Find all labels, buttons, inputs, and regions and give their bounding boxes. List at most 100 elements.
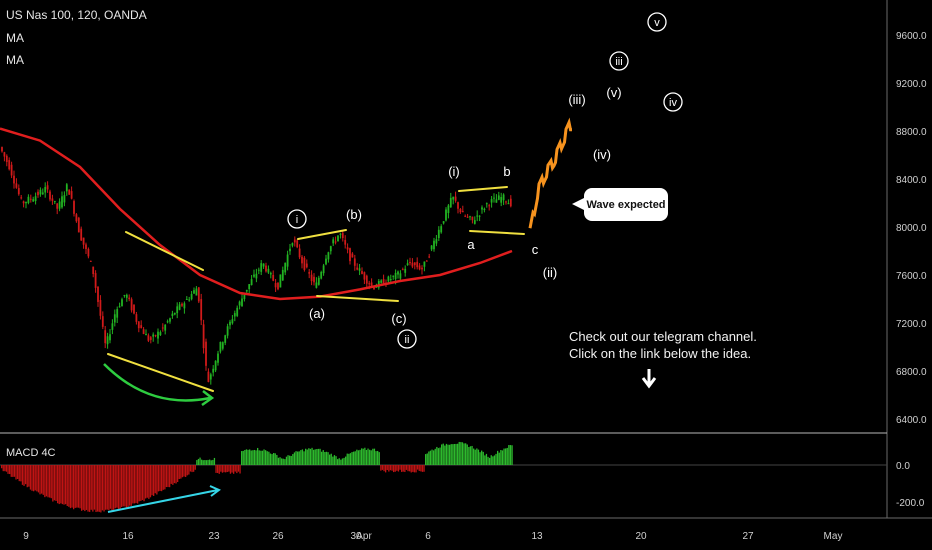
candle-body xyxy=(169,318,171,322)
wave-label-iii: iii xyxy=(615,56,622,68)
macd-bar xyxy=(420,465,422,472)
wave-label-a: a xyxy=(467,237,475,252)
macd-bar xyxy=(263,449,265,465)
macd-bar xyxy=(106,465,108,510)
candle-body xyxy=(20,197,23,199)
macd-bar xyxy=(309,448,312,465)
candle-body xyxy=(356,267,359,270)
candle-body xyxy=(411,262,414,267)
macd-bar xyxy=(327,452,329,465)
macd-bar xyxy=(423,465,425,472)
macd-bar xyxy=(193,465,195,472)
macd-bar xyxy=(383,465,385,472)
macd-histogram xyxy=(1,441,513,513)
wedge-upper-line xyxy=(125,231,204,271)
candle-body xyxy=(238,301,241,306)
macd-bar xyxy=(138,465,140,502)
macd-bar xyxy=(204,460,206,465)
macd-bar xyxy=(116,465,118,508)
macd-bar xyxy=(170,465,172,484)
wave-label-circle xyxy=(647,12,667,32)
macd-bar xyxy=(306,449,308,465)
macd-bar xyxy=(343,457,345,465)
macd-bar xyxy=(439,447,441,465)
candle-body xyxy=(253,274,255,277)
candle-body xyxy=(200,299,203,321)
candle-body xyxy=(29,198,32,200)
ma-indicator-label-2[interactable]: MA xyxy=(6,53,24,67)
candle-body xyxy=(325,258,327,265)
candle-body xyxy=(255,273,258,279)
macd-bar xyxy=(391,465,393,471)
candle-body xyxy=(106,336,109,345)
macd-bar xyxy=(405,465,408,470)
candle-body xyxy=(286,254,289,267)
moving-average-line xyxy=(0,127,513,301)
candle-body xyxy=(128,297,131,300)
price-tick-label: 9200.0 xyxy=(896,79,927,90)
macd-bar xyxy=(4,465,6,472)
macd-bar xyxy=(465,443,467,465)
macd-bar xyxy=(385,465,387,473)
candle-body xyxy=(65,184,68,192)
wave-label-circle xyxy=(663,92,683,112)
macd-bar xyxy=(169,465,171,488)
macd-bar xyxy=(117,465,120,509)
macd-bar xyxy=(188,465,190,475)
macd-bar xyxy=(2,465,4,472)
macd-bar xyxy=(73,465,75,510)
candle-body xyxy=(397,271,399,275)
macd-bar xyxy=(468,447,470,465)
candle-body xyxy=(473,220,476,224)
candle-body xyxy=(63,195,66,203)
candle-body xyxy=(457,202,459,209)
macd-bar xyxy=(373,448,376,465)
macd-bar xyxy=(372,448,374,465)
candle-body xyxy=(454,196,457,201)
macd-bar xyxy=(404,465,406,473)
macd-bar xyxy=(12,465,14,477)
candle-body xyxy=(13,175,15,184)
candle-body xyxy=(68,189,71,195)
macd-bar xyxy=(79,465,81,509)
time-tick-label: 30 xyxy=(350,531,362,542)
candle-body xyxy=(190,294,193,300)
candle-body xyxy=(442,221,445,224)
macd-indicator-label[interactable]: MACD 4C xyxy=(6,447,56,459)
macd-bar xyxy=(114,465,116,509)
macd-bar xyxy=(493,455,496,465)
macd-bar xyxy=(49,465,51,498)
macd-bar xyxy=(253,449,256,465)
macd-bar xyxy=(332,456,334,465)
macd-bar xyxy=(508,445,510,465)
candle-body xyxy=(137,321,140,329)
candle-body xyxy=(262,263,265,267)
ma-indicator-label-1[interactable]: MA xyxy=(6,31,24,45)
projected-wave-path xyxy=(528,117,572,229)
time-tick-label: May xyxy=(824,531,843,542)
candle-body xyxy=(346,247,349,250)
price-tick-label: 6400.0 xyxy=(896,415,927,426)
macd-bar xyxy=(133,465,136,504)
macd-bar xyxy=(487,456,489,465)
candle-body xyxy=(466,216,469,218)
macd-bar xyxy=(364,447,366,465)
candle-body xyxy=(327,252,330,260)
candle-body xyxy=(320,271,323,279)
macd-bar xyxy=(212,459,214,465)
macd-bar xyxy=(58,465,60,505)
candle-body xyxy=(15,183,18,188)
candle-body xyxy=(334,241,337,243)
macd-bar xyxy=(429,450,432,465)
macd-bar xyxy=(221,465,224,473)
macd-bar xyxy=(380,465,382,471)
macd-bar xyxy=(105,465,107,510)
macd-bar xyxy=(85,465,88,510)
candle-body xyxy=(193,290,195,294)
time-tick-label: 16 xyxy=(122,531,134,542)
macd-bar xyxy=(93,465,96,510)
macd-bar xyxy=(311,447,313,465)
candle-body xyxy=(481,207,483,210)
candle-body xyxy=(416,261,419,268)
